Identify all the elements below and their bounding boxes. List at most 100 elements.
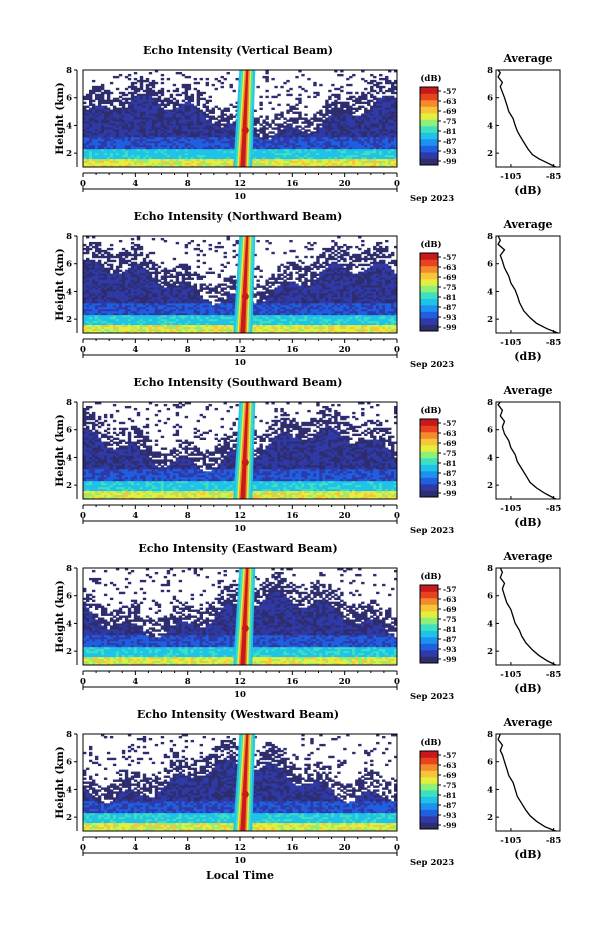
heatmap-cell bbox=[133, 105, 138, 109]
heatmap-cell bbox=[346, 91, 350, 95]
heatmap-cell bbox=[373, 137, 377, 140]
heatmap-cell bbox=[379, 161, 383, 164]
heatmap-cell bbox=[91, 107, 96, 110]
heatmap-cell bbox=[265, 121, 269, 124]
heatmap-cell bbox=[295, 151, 299, 154]
heatmap-cell bbox=[157, 331, 162, 333]
heatmap-cell bbox=[172, 141, 177, 144]
heatmap-cell bbox=[106, 305, 111, 308]
heatmap-cell bbox=[145, 95, 150, 99]
heatmap-cell bbox=[373, 95, 377, 99]
heatmap-cell bbox=[220, 137, 224, 140]
heatmap-cell bbox=[328, 137, 332, 140]
heatmap-cell bbox=[154, 317, 159, 320]
heatmap-cell bbox=[151, 327, 156, 330]
heatmap-cell bbox=[196, 165, 201, 167]
heatmap-cell bbox=[214, 155, 218, 158]
heatmap-cell bbox=[112, 287, 117, 290]
heatmap-cell bbox=[361, 115, 365, 118]
heatmap-cell bbox=[379, 87, 383, 91]
heatmap-cell bbox=[148, 323, 153, 326]
heatmap-cell bbox=[346, 129, 350, 132]
heatmap-cell bbox=[208, 99, 212, 103]
heatmap-cell bbox=[124, 249, 129, 253]
heatmap-cell bbox=[124, 319, 129, 322]
heatmap-cell bbox=[130, 247, 135, 251]
heatmap-cell bbox=[136, 323, 141, 326]
heatmap-cell bbox=[166, 89, 171, 93]
heatmap-cell bbox=[301, 151, 305, 154]
heatmap-cell bbox=[139, 325, 144, 328]
heatmap-cell bbox=[172, 131, 177, 134]
heatmap-cell bbox=[163, 155, 168, 158]
heatmap-cell bbox=[325, 159, 329, 162]
heatmap-cell bbox=[121, 135, 126, 138]
heatmap-cell bbox=[208, 123, 212, 126]
heatmap-cell bbox=[97, 285, 102, 288]
heatmap-cell bbox=[97, 271, 102, 275]
heatmap-cell bbox=[337, 161, 341, 164]
heatmap-cell bbox=[109, 121, 114, 124]
heatmap-cell bbox=[211, 143, 215, 146]
heatmap-cell bbox=[103, 331, 108, 333]
heatmap-cell bbox=[262, 157, 266, 160]
heatmap-cell bbox=[100, 279, 105, 282]
heatmap-cell bbox=[172, 165, 177, 167]
heatmap-cell bbox=[304, 89, 308, 93]
heatmap-cell bbox=[172, 295, 177, 298]
heatmap-cell bbox=[331, 155, 335, 158]
heatmap-cell bbox=[139, 117, 144, 120]
heatmap-cell bbox=[385, 119, 389, 122]
heatmap-cell bbox=[130, 147, 135, 150]
heatmap-cell bbox=[145, 155, 150, 158]
heatmap-cell bbox=[148, 103, 153, 107]
heatmap-cell bbox=[127, 287, 132, 290]
heatmap-cell bbox=[310, 139, 314, 142]
heatmap-cell bbox=[100, 87, 105, 91]
heatmap-cell bbox=[94, 311, 99, 314]
heatmap-cell bbox=[379, 159, 383, 162]
heatmap-cell bbox=[370, 95, 374, 99]
heatmap-cell bbox=[349, 151, 353, 154]
heatmap-cell bbox=[193, 113, 198, 116]
heatmap-cell bbox=[172, 287, 177, 290]
heatmap-cell bbox=[202, 155, 207, 158]
heatmap-cell bbox=[118, 109, 123, 112]
heatmap-cell bbox=[352, 127, 356, 130]
heatmap-cell bbox=[334, 149, 338, 152]
heatmap-cell bbox=[217, 135, 221, 138]
heatmap-cell bbox=[340, 151, 344, 154]
heatmap-cell bbox=[148, 149, 153, 152]
heatmap-cell bbox=[103, 321, 108, 324]
heatmap-cell bbox=[85, 307, 90, 310]
heatmap-cell bbox=[196, 111, 201, 114]
heatmap-cell bbox=[283, 131, 287, 134]
heatmap-cell bbox=[223, 133, 227, 136]
heatmap-cell bbox=[100, 249, 105, 253]
heatmap-cell bbox=[370, 113, 374, 116]
heatmap-cell bbox=[160, 329, 165, 332]
heatmap-cell bbox=[199, 285, 204, 288]
heatmap-cell bbox=[151, 109, 156, 112]
heatmap-cell bbox=[178, 153, 183, 156]
heatmap-cell bbox=[97, 87, 102, 91]
heatmap-cell bbox=[130, 309, 135, 312]
heatmap-cell bbox=[172, 89, 177, 93]
heatmap-cell bbox=[130, 313, 135, 316]
heatmap-cell bbox=[262, 161, 266, 164]
heatmap-cell bbox=[83, 263, 87, 267]
heatmap-cell bbox=[364, 139, 368, 142]
heatmap-cell bbox=[184, 101, 189, 105]
heatmap-cell bbox=[145, 319, 150, 322]
heatmap-cell bbox=[361, 77, 365, 81]
x-tick-label: 8 bbox=[185, 179, 191, 189]
heatmap-cell bbox=[106, 273, 111, 276]
heatmap-cell bbox=[277, 137, 281, 140]
heatmap-cell bbox=[175, 327, 180, 330]
heatmap-cell bbox=[271, 107, 275, 110]
heatmap-cell bbox=[190, 149, 195, 152]
heatmap-cell bbox=[313, 139, 317, 142]
heatmap-cell bbox=[340, 117, 344, 120]
heatmap-cell bbox=[187, 283, 192, 286]
heatmap-cell bbox=[271, 121, 275, 124]
